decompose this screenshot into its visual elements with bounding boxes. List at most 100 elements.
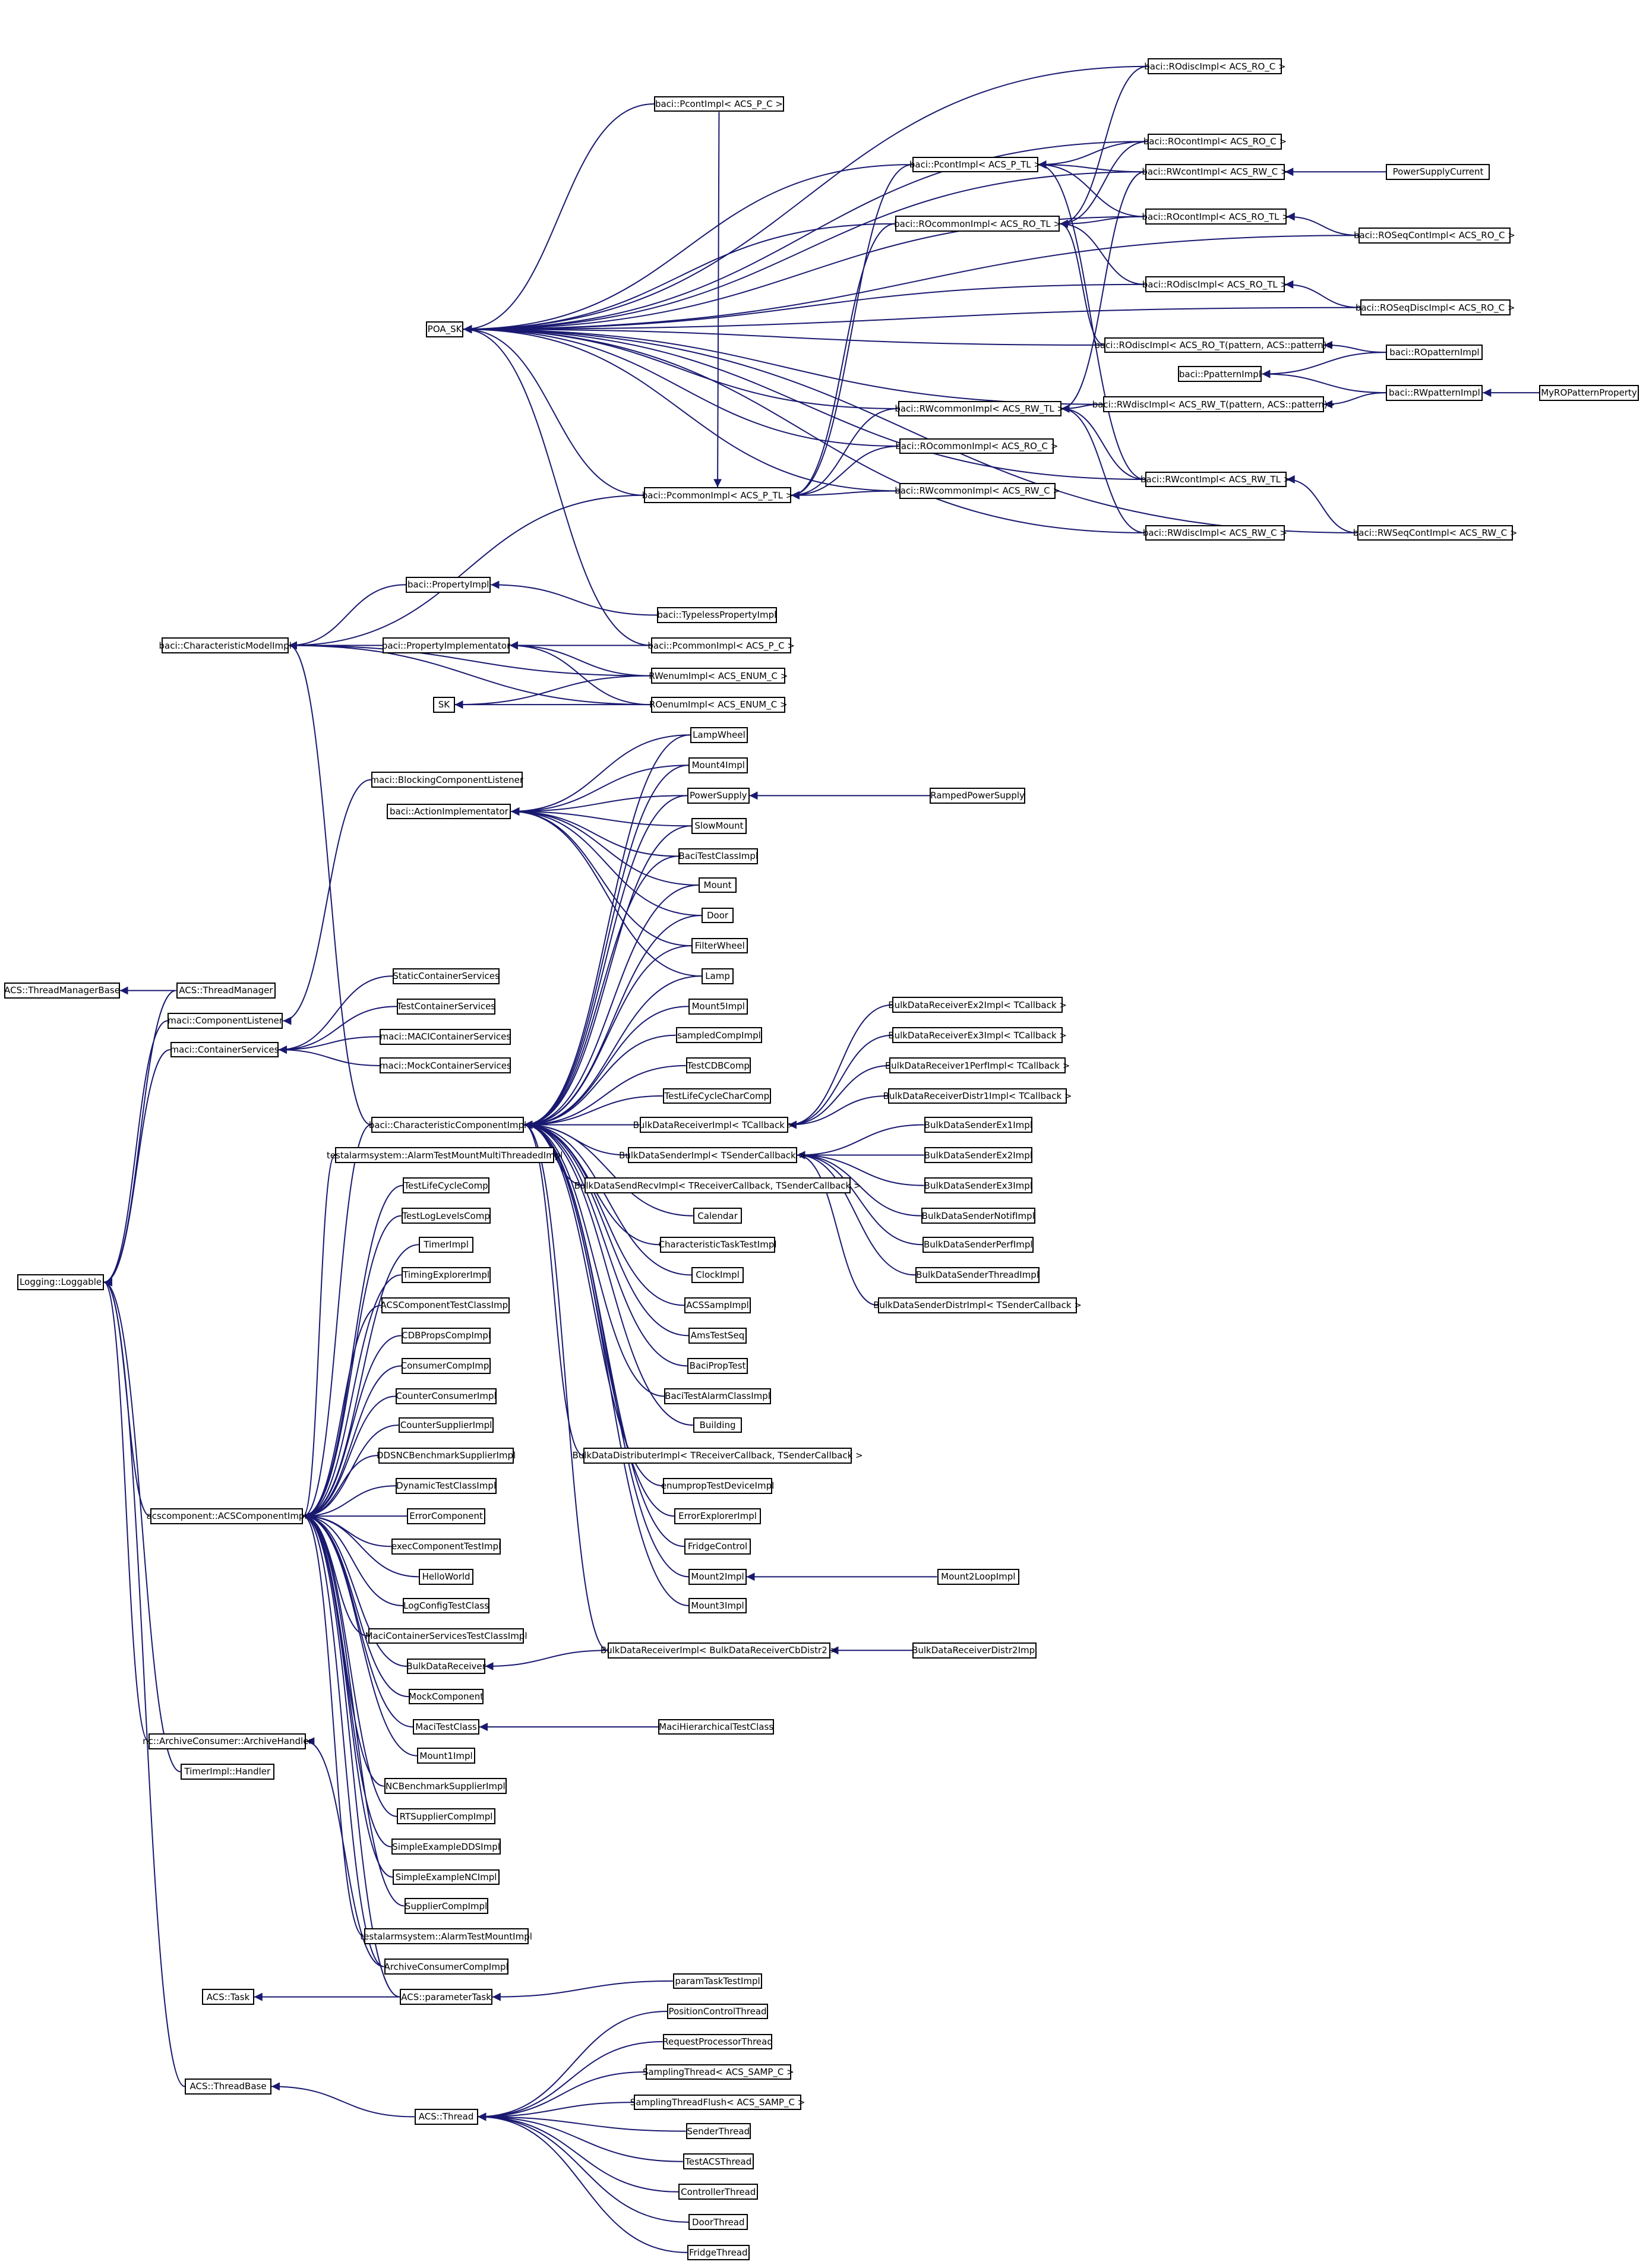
class-node-hello[interactable]: HelloWorld xyxy=(418,1568,474,1585)
class-node-bdrdistr2[interactable]: BulkDataReceiverDistr2Impl xyxy=(912,1642,1037,1659)
class-node-ropattern[interactable]: baci::ROpatternImpl xyxy=(1386,344,1483,361)
class-node-bdreceiver[interactable]: BulkDataReceiver xyxy=(406,1658,486,1675)
class-node-logconfig[interactable]: LogConfigTestClass xyxy=(403,1597,489,1614)
class-node-calendar[interactable]: Calendar xyxy=(693,1208,743,1224)
class-node-bdsex3[interactable]: BulkDataSenderEx3Impl xyxy=(924,1177,1032,1193)
class-node-timingexp[interactable]: TimingExplorerImpl xyxy=(401,1266,491,1283)
class-node-typeless[interactable]: baci::TypelessPropertyImpl xyxy=(656,607,777,623)
class-node-pcont-p-tl[interactable]: baci::PcontImpl< ACS_P_TL > xyxy=(909,156,1041,173)
class-node-acsctc[interactable]: ACSComponentTestClassImpl xyxy=(380,1297,510,1313)
class-node-fridgethread[interactable]: FridgeThread xyxy=(687,2244,750,2261)
class-node-actionimpl[interactable]: baci::ActionImplementator xyxy=(387,803,511,820)
class-node-cntsupp[interactable]: CounterSupplierImpl xyxy=(398,1417,494,1433)
class-node-myro[interactable]: MyROPatternProperty xyxy=(1539,384,1639,401)
class-node-rocommon-ro-c[interactable]: baci::ROcommonImpl< ACS_RO_C > xyxy=(895,438,1058,454)
class-node-amstest[interactable]: AmsTestSeq xyxy=(688,1328,747,1344)
class-node-bacialarm[interactable]: BaciTestAlarmClassImpl xyxy=(664,1388,771,1404)
class-node-rodisc-pat[interactable]: baci::ROdiscImpl< ACS_RO_T(pattern, ACS:… xyxy=(1094,337,1334,353)
class-node-mount1[interactable]: Mount1Impl xyxy=(417,1748,475,1764)
class-node-rocont-ro-c[interactable]: baci::ROcontImpl< ACS_RO_C > xyxy=(1143,133,1287,150)
class-node-alarm-mt[interactable]: testalarmsystem::AlarmTestMountMultiThre… xyxy=(327,1147,563,1163)
class-node-poa-sk[interactable]: POA_SK xyxy=(426,321,464,337)
class-node-mount4[interactable]: Mount4Impl xyxy=(688,757,748,773)
class-node-bdsperf[interactable]: BulkDataSenderPerfImpl xyxy=(922,1236,1034,1253)
class-node-alarm-m[interactable]: testalarmsystem::AlarmTestMountImpl xyxy=(360,1928,532,1944)
class-node-errexp[interactable]: ErrorExplorerImpl xyxy=(674,1508,761,1524)
class-node-mount[interactable]: Mount xyxy=(699,877,737,893)
class-node-rwcont-rw-tl[interactable]: baci::RWcontImpl< ACS_RW_TL > xyxy=(1140,471,1291,488)
class-node-ddsnc[interactable]: DDSNCBenchmarkSupplierImpl xyxy=(377,1447,516,1464)
class-node-task[interactable]: ACS::Task xyxy=(202,1989,254,2005)
class-node-lampwheel[interactable]: LampWheel xyxy=(690,726,748,743)
class-node-consumer[interactable]: ConsumerCompImpl xyxy=(401,1358,492,1374)
class-node-rwcommon-rw-c[interactable]: baci::RWcommonImpl< ACS_RW_C > xyxy=(895,483,1060,499)
class-node-ncbench[interactable]: NCBenchmarkSupplierImpl xyxy=(384,1778,507,1795)
class-node-thread[interactable]: ACS::Thread xyxy=(414,2109,478,2125)
class-node-tm[interactable]: ACS::ThreadManager xyxy=(176,983,276,999)
class-node-roseqdisc[interactable]: baci::ROSeqDiscImpl< ACS_RO_C > xyxy=(1356,299,1515,316)
class-node-bdsdistr[interactable]: BulkDataSenderDistrImpl< TSenderCallback… xyxy=(873,1297,1082,1313)
class-node-baciprop[interactable]: BaciPropTest xyxy=(687,1358,748,1374)
class-node-mount2loop[interactable]: Mount2LoopImpl xyxy=(937,1568,1020,1585)
class-node-rtsupp[interactable]: RTSupplierCompImpl xyxy=(397,1808,495,1825)
class-node-charcomp[interactable]: baci::CharacteristicComponentImpl xyxy=(369,1117,526,1133)
class-node-clock[interactable]: ClockImpl xyxy=(691,1266,744,1283)
class-node-slowmount[interactable]: SlowMount xyxy=(691,817,747,834)
class-node-mount3[interactable]: Mount3Impl xyxy=(688,1597,747,1614)
class-node-senderthread[interactable]: SenderThread xyxy=(685,2123,751,2140)
class-node-macicstc[interactable]: MaciContainerServicesTestClassImpl xyxy=(365,1628,527,1644)
class-node-cdbprops[interactable]: CDBPropsCompImpl xyxy=(401,1328,491,1344)
class-node-roenum[interactable]: ROenumImpl< ACS_ENUM_C > xyxy=(649,696,788,713)
class-node-reqproc[interactable]: RequestProcessorThread xyxy=(662,2033,773,2050)
class-node-bdrecv-d2[interactable]: BulkDataReceiverImpl< BulkDataReceiverCb… xyxy=(601,1642,838,1659)
class-node-mount5[interactable]: Mount5Impl xyxy=(688,998,748,1015)
class-node-mount2[interactable]: Mount2Impl xyxy=(688,1568,747,1585)
class-node-staticcs[interactable]: StaticContainerServices xyxy=(393,968,500,984)
class-node-psc[interactable]: PowerSupplyCurrent xyxy=(1386,163,1490,180)
class-node-macitest[interactable]: MaciTestClass xyxy=(413,1719,479,1735)
class-node-testacsthread[interactable]: TestACSThread xyxy=(683,2153,754,2170)
class-node-bdr1perf[interactable]: BulkDataReceiver1PerfImpl< TCallback > xyxy=(885,1057,1070,1074)
class-node-acssamp[interactable]: ACSSampImpl xyxy=(684,1297,751,1313)
class-node-senc[interactable]: SimpleExampleNCImpl xyxy=(393,1869,500,1885)
class-node-bddistrib[interactable]: BulkDataDistributerImpl< TReceiverCallba… xyxy=(572,1447,863,1464)
class-node-mockcomp[interactable]: MockComponent xyxy=(408,1688,484,1705)
class-node-loggable[interactable]: Logging::Loggable xyxy=(17,1274,104,1290)
class-node-bdsend[interactable]: BulkDataSenderImpl< TSenderCallback > xyxy=(619,1147,806,1163)
class-node-tllc[interactable]: TestLogLevelsComp xyxy=(401,1208,491,1224)
class-node-rwdisc-rw-c[interactable]: baci::RWdiscImpl< ACS_RW_C > xyxy=(1143,525,1287,541)
class-node-lamp[interactable]: Lamp xyxy=(702,968,734,984)
class-node-rwdisc-pat[interactable]: baci::RWdiscImpl< ACS_RW_T(pattern, ACS:… xyxy=(1092,396,1335,412)
class-node-rwcommon-rw-tl[interactable]: baci::RWcommonImpl< ACS_RW_TL > xyxy=(895,400,1064,417)
class-node-suppcomp[interactable]: SupplierCompImpl xyxy=(404,1898,488,1914)
class-node-archhandler[interactable]: nc::ArchiveConsumer::ArchiveHandler xyxy=(143,1733,312,1749)
class-node-tlccc[interactable]: TestLifeCycleCharComp xyxy=(662,1088,771,1104)
class-node-pcommon-p-tl[interactable]: baci::PcommonImpl< ACS_P_TL > xyxy=(642,487,793,504)
class-node-building[interactable]: Building xyxy=(693,1417,743,1433)
class-node-bdsex2[interactable]: BulkDataSenderEx2Impl xyxy=(924,1147,1032,1163)
class-node-sampled[interactable]: sampledCompImpl xyxy=(675,1027,763,1044)
class-node-macihier[interactable]: MaciHierarchicalTestClass xyxy=(658,1719,774,1735)
class-node-exectest[interactable]: execComponentTestImpl xyxy=(391,1538,501,1555)
class-node-errcomp[interactable]: ErrorComponent xyxy=(407,1508,485,1524)
class-node-cs[interactable]: maci::ContainerServices xyxy=(170,1041,279,1058)
class-node-fridgectl[interactable]: FridgeControl xyxy=(684,1538,751,1555)
class-node-bdsthread[interactable]: BulkDataSenderThreadImpl xyxy=(915,1266,1040,1283)
class-node-bdsnotif[interactable]: BulkDataSenderNotifImpl xyxy=(921,1208,1035,1224)
class-node-rwseqcont[interactable]: baci::RWSeqContImpl< ACS_RW_C > xyxy=(1353,525,1517,541)
class-node-doorthread[interactable]: DoorThread xyxy=(688,2214,748,2231)
class-node-rodisc-ro-tl[interactable]: baci::ROdiscImpl< ACS_RO_TL > xyxy=(1142,276,1288,293)
class-node-tmbase[interactable]: ACS::ThreadManagerBase xyxy=(4,983,120,999)
class-node-posctl[interactable]: PositionControlThread xyxy=(666,2003,769,2020)
class-node-charmodel[interactable]: baci::CharacteristicModelImpl xyxy=(159,637,292,653)
class-node-timerimpl[interactable]: TimerImpl xyxy=(418,1236,474,1253)
class-node-dyntest[interactable]: DynamicTestClassImpl xyxy=(396,1477,497,1494)
class-node-bdrdistr1[interactable]: BulkDataReceiverDistr1Impl< TCallback > xyxy=(883,1088,1072,1104)
class-node-tlcc[interactable]: TestLifeCycleComp xyxy=(403,1177,489,1193)
class-node-mockcs[interactable]: maci::MockContainerServices xyxy=(380,1057,511,1074)
class-node-testcs[interactable]: TestContainerServices xyxy=(397,998,495,1015)
class-node-pcommon-p-c[interactable]: baci::PcommonImpl< ACS_P_C > xyxy=(647,637,795,653)
class-node-rwenum[interactable]: RWenumImpl< ACS_ENUM_C > xyxy=(649,668,788,684)
class-node-bacitestclass[interactable]: BaciTestClassImpl xyxy=(678,848,759,864)
class-node-rwpattern[interactable]: baci::RWpatternImpl xyxy=(1386,384,1483,401)
